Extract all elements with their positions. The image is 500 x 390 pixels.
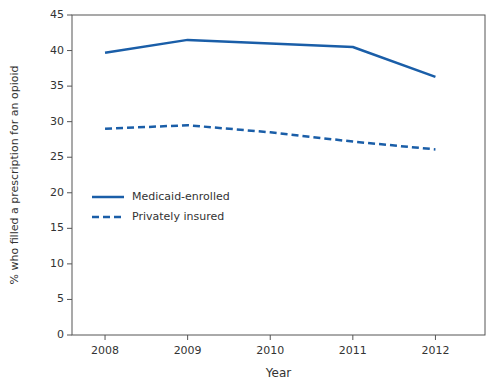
series-line xyxy=(105,125,435,149)
y-tick xyxy=(67,50,72,51)
x-tick-label: 2011 xyxy=(339,344,367,357)
x-tick xyxy=(187,335,188,340)
chart-svg: 0 5 10 15 20 25 30 35 40 45 2008 2009 2010 2011 2012 Ye… xyxy=(0,0,500,390)
x-tick xyxy=(270,335,271,340)
x-tick-label: 2010 xyxy=(256,344,284,357)
y-tick xyxy=(67,15,72,16)
y-tick-label: 30 xyxy=(50,115,64,128)
y-tick-label: 10 xyxy=(50,257,64,270)
y-tick xyxy=(67,192,72,193)
y-tick xyxy=(67,157,72,158)
x-axis: 2008 2009 2010 2011 2012 xyxy=(91,335,449,357)
x-tick xyxy=(105,335,106,340)
x-tick-label: 2008 xyxy=(91,344,119,357)
legend-swatch xyxy=(92,216,124,219)
legend-swatch xyxy=(92,196,124,199)
y-tick xyxy=(67,228,72,229)
y-tick-label: 35 xyxy=(50,79,64,92)
y-tick-label: 15 xyxy=(50,221,64,234)
x-tick xyxy=(435,335,436,340)
plot-frame xyxy=(72,15,485,335)
series-line xyxy=(105,40,435,77)
y-tick xyxy=(67,86,72,87)
y-tick xyxy=(67,335,72,336)
y-axis: 0 5 10 15 20 25 30 35 40 45 xyxy=(50,8,72,341)
y-tick-label: 5 xyxy=(57,292,64,305)
x-tick xyxy=(352,335,353,340)
y-tick-label: 25 xyxy=(50,150,64,163)
y-tick-label: 0 xyxy=(57,328,64,341)
chart-container: 0 5 10 15 20 25 30 35 40 45 2008 2009 2010 2011 2012 Ye… xyxy=(0,0,500,390)
legend-label: Privately insured xyxy=(132,210,224,223)
y-tick xyxy=(67,263,72,264)
x-axis-label: Year xyxy=(265,366,291,380)
y-tick-label: 45 xyxy=(50,8,64,21)
legend: Medicaid-enrolled Privately insured xyxy=(92,190,230,223)
x-tick-label: 2012 xyxy=(421,344,449,357)
y-tick-label: 40 xyxy=(50,44,64,57)
legend-label: Medicaid-enrolled xyxy=(132,190,230,203)
y-axis-label: % who filled a prescription for an opioi… xyxy=(8,66,21,285)
y-tick-label: 20 xyxy=(50,186,64,199)
y-tick xyxy=(67,121,72,122)
y-tick xyxy=(67,299,72,300)
series-group xyxy=(105,40,435,150)
x-tick-label: 2009 xyxy=(174,344,202,357)
